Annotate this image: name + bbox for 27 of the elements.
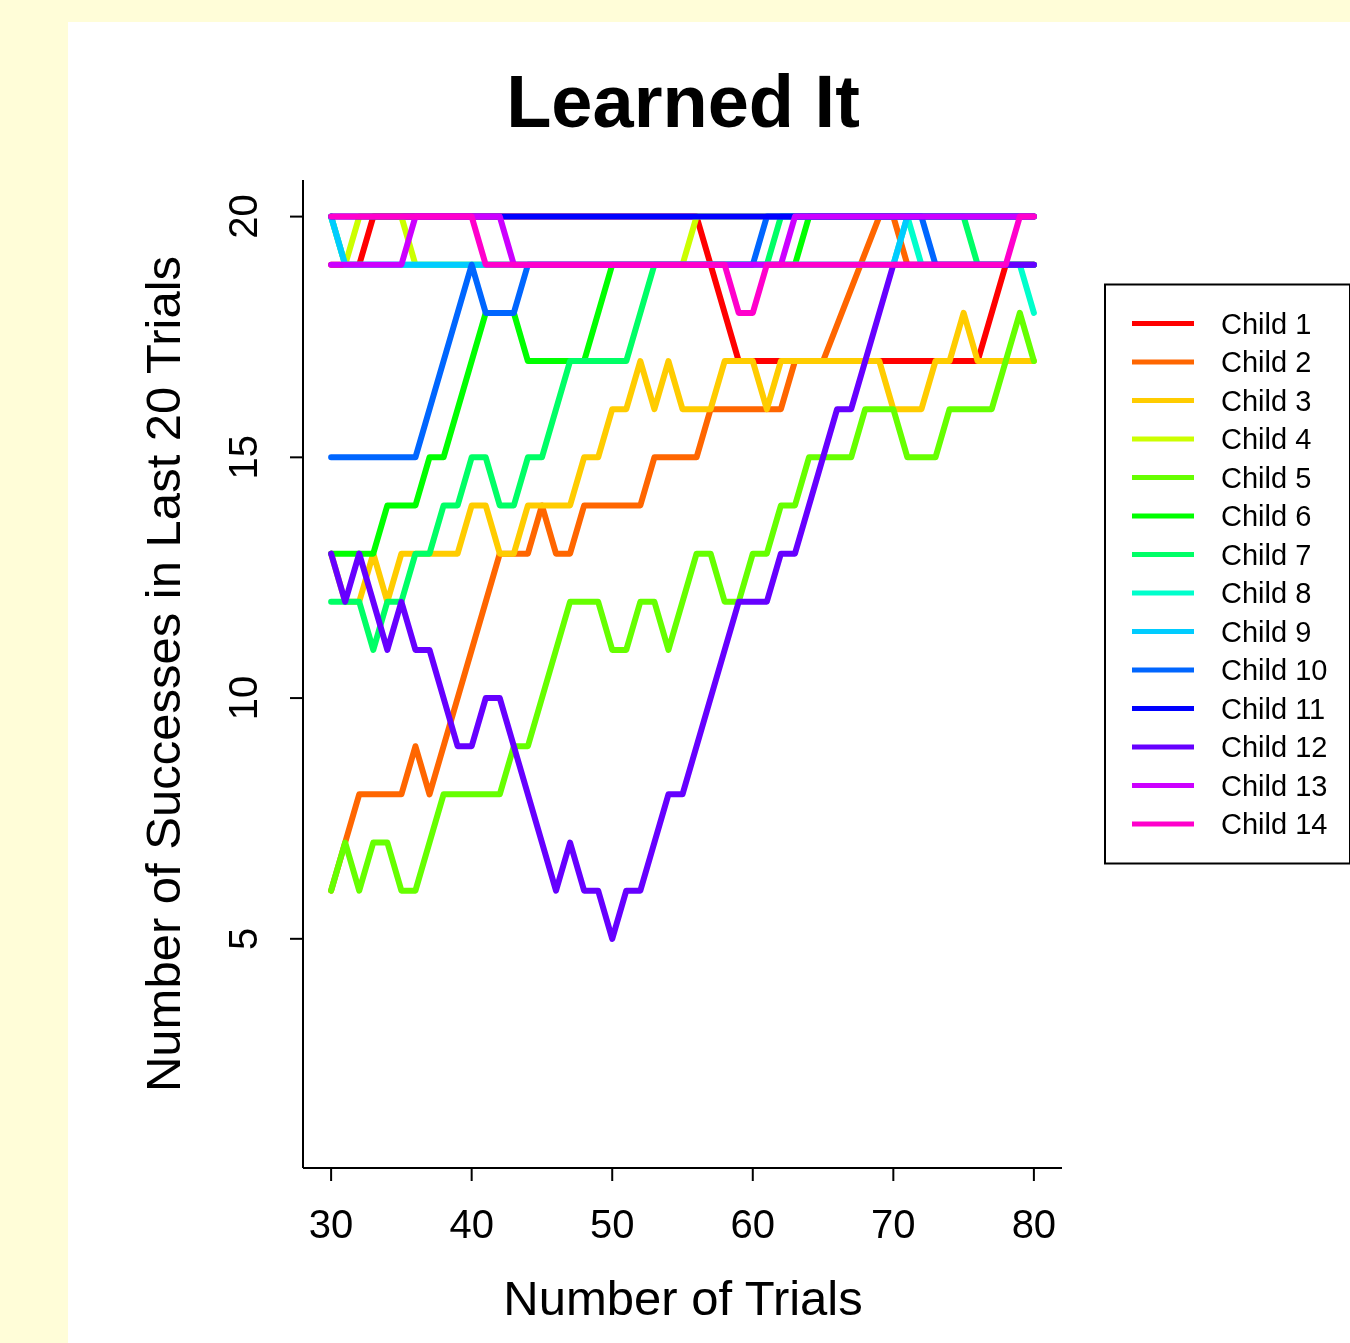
- legend-label: Child 10: [1221, 654, 1328, 686]
- legend-label: Child 12: [1221, 731, 1328, 763]
- x-tick-label: 80: [1011, 1202, 1057, 1246]
- y-axis-title: Number of Successes in Last 20 Trials: [136, 255, 190, 1093]
- x-tick-label: 50: [589, 1202, 635, 1246]
- y-tick-label: 10: [221, 675, 265, 721]
- legend-label: Child 7: [1221, 538, 1312, 571]
- legend-label: Child 6: [1221, 500, 1312, 532]
- x-tick-label: 70: [871, 1202, 916, 1246]
- x-axis-title: Number of Trials: [503, 1271, 863, 1325]
- x-tick-label: 30: [308, 1202, 354, 1246]
- legend-label: Child 8: [1221, 577, 1312, 609]
- x-tick-label: 60: [730, 1202, 776, 1246]
- legend-label: Child 13: [1221, 769, 1328, 802]
- legend-label: Child 2: [1221, 346, 1312, 378]
- legend-label: Child 5: [1221, 461, 1312, 494]
- legend-label: Child 9: [1221, 615, 1312, 648]
- y-tick-label: 20: [221, 194, 265, 239]
- legend-label: Child 3: [1221, 384, 1312, 417]
- x-tick-label: 40: [449, 1202, 494, 1246]
- legend-label: Child 1: [1221, 307, 1312, 340]
- y-tick-label: 5: [221, 927, 265, 950]
- legend-label: Child 4: [1221, 423, 1312, 455]
- legend-label: Child 11: [1221, 692, 1326, 725]
- chart-title: Learned It: [506, 60, 860, 143]
- y-tick-label: 15: [221, 435, 265, 480]
- legend-label: Child 14: [1221, 808, 1328, 840]
